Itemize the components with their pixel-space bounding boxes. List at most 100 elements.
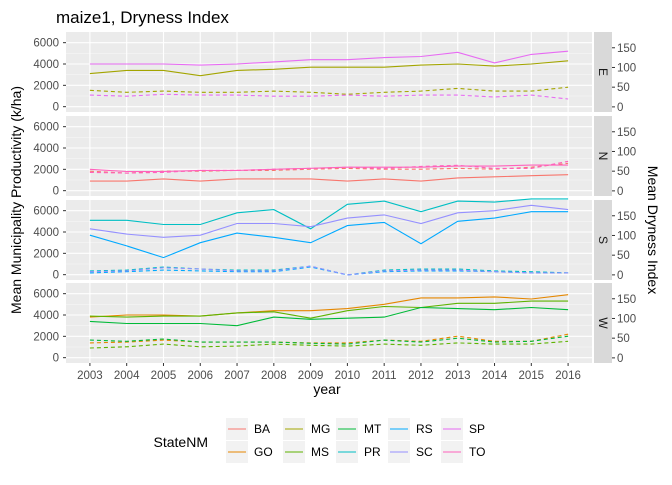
y-tick-label-right: 100 <box>617 313 636 325</box>
dryness-line-MT <box>89 335 569 345</box>
y-tick-label-right: 150 <box>617 294 636 306</box>
y-tick-label-left: 4000 <box>33 227 59 239</box>
x-tick-label: 2016 <box>555 370 581 382</box>
legend-label: MS <box>311 445 329 459</box>
x-tick-label: 2012 <box>408 370 434 382</box>
dryness-line-TO <box>89 160 569 174</box>
legend-label: BA <box>254 422 270 436</box>
x-tick-label: 2004 <box>114 370 140 382</box>
dryness-line-SC <box>89 265 569 276</box>
y-tick-label-right: 100 <box>617 62 636 74</box>
strip-label: S <box>596 236 610 244</box>
panel-S: 0 2000 4000 6000 0 50 100 150 S <box>33 198 636 282</box>
strip-background <box>594 283 612 363</box>
y-tick-label-left: 2000 <box>33 331 59 343</box>
y-tick-label-right: 0 <box>617 102 623 114</box>
dryness-line-MG <box>89 86 569 95</box>
strip-label: W <box>596 317 610 329</box>
chart-title: maize1, Dryness Index <box>56 8 229 27</box>
x-tick-label: 2003 <box>77 370 103 382</box>
legend-item-TO: TO <box>441 441 485 463</box>
x-axis-title: year <box>313 381 341 397</box>
y-tick-label-right: 0 <box>617 353 623 365</box>
y-tick-label-right: 50 <box>617 333 630 345</box>
legend-title: StateNM <box>154 434 208 450</box>
dryness-line-SP <box>89 93 569 100</box>
y-tick-label-right: 0 <box>617 270 623 282</box>
productivity-line-MG <box>89 60 569 77</box>
legend-label: SP <box>469 422 485 436</box>
panel-W: 0 2000 4000 6000 0 50 100 150 W <box>33 283 636 365</box>
dryness-line-MS <box>89 340 569 349</box>
legend-item-MG: MG <box>283 418 330 440</box>
panel-background <box>66 32 592 112</box>
strip-label: E <box>596 68 610 76</box>
y-tick-label-right: 0 <box>617 186 623 198</box>
legend-item-MS: MS <box>283 441 329 463</box>
x-tick-label: 2015 <box>519 370 545 382</box>
x-tick-label: 2007 <box>224 370 250 382</box>
productivity-line-BA <box>89 174 569 182</box>
y-tick-label-right: 150 <box>617 211 636 223</box>
productivity-line-RS <box>89 211 569 259</box>
productivity-line-PR <box>89 198 569 230</box>
productivity-line-MS <box>89 300 569 319</box>
productivity-line-MT <box>89 306 569 327</box>
panel-E: 0 2000 4000 6000 0 50 100 150 E <box>33 32 636 114</box>
strip-background <box>594 32 612 112</box>
y-tick-label-left: 2000 <box>33 164 59 176</box>
y-tick-label-left: 6000 <box>33 38 59 50</box>
x-tick-label: 2011 <box>372 370 397 382</box>
legend-label: RS <box>416 422 433 436</box>
y-tick-label-left: 2000 <box>33 80 59 92</box>
legend-label: TO <box>469 445 485 459</box>
y-tick-label-right: 150 <box>617 127 636 139</box>
y-tick-label-left: 4000 <box>33 59 59 71</box>
legend-item-BA: BA <box>226 418 270 440</box>
y-tick-label-left: 6000 <box>33 289 59 301</box>
productivity-line-SC <box>89 204 569 238</box>
x-tick-label: 2005 <box>151 370 177 382</box>
legend-item-SP: SP <box>441 418 485 440</box>
legend-label: GO <box>254 445 273 459</box>
strip-background <box>594 116 612 196</box>
y-tick-label-left: 0 <box>53 186 59 198</box>
legend-label: MG <box>311 422 330 436</box>
y-tick-label-left: 0 <box>53 270 59 282</box>
y-tick-label-right: 100 <box>617 230 636 242</box>
x-tick-label: 2009 <box>298 370 324 382</box>
legend-label: MT <box>364 422 382 436</box>
y-tick-label-left: 0 <box>53 102 59 114</box>
y-tick-label-right: 150 <box>617 43 636 55</box>
legend-label: SC <box>416 445 433 459</box>
y-tick-label-left: 6000 <box>33 122 59 134</box>
y-tick-label-right: 100 <box>617 146 636 158</box>
legend-item-MT: MT <box>336 418 382 440</box>
panel-background <box>66 116 592 196</box>
strip-background <box>594 200 612 280</box>
strip-label: N <box>596 152 610 161</box>
legend-item-GO: GO <box>226 441 273 463</box>
panel-N: 0 2000 4000 6000 0 50 100 150 N <box>33 116 636 198</box>
dryness-line-GO <box>89 333 569 344</box>
productivity-line-SP <box>89 50 569 66</box>
y-tick-label-right: 50 <box>617 82 630 94</box>
y-tick-label-right: 50 <box>617 250 630 262</box>
y-tick-label-left: 4000 <box>33 310 59 322</box>
panel-background <box>66 200 592 280</box>
y-tick-label-left: 4000 <box>33 143 59 155</box>
legend: BA GO MG MS MT PR RS SC SP TO <box>226 418 485 463</box>
y-axis-title-left: Mean Municipality Productivity (k/ha) <box>8 86 24 314</box>
y-axis-title-right: Mean Dryness Index <box>645 166 661 294</box>
y-tick-label-right: 50 <box>617 166 630 178</box>
x-tick-label: 2006 <box>187 370 213 382</box>
y-tick-label-left: 6000 <box>33 206 59 218</box>
y-tick-label-left: 2000 <box>33 248 59 260</box>
legend-item-PR: PR <box>336 441 381 463</box>
x-axis: 2003 2004 2005 2006 2007 2008 2009 2010 2011 2012… <box>77 363 581 382</box>
x-tick-label: 2013 <box>445 370 471 382</box>
y-tick-label-left: 0 <box>53 353 59 365</box>
legend-label: PR <box>364 445 381 459</box>
